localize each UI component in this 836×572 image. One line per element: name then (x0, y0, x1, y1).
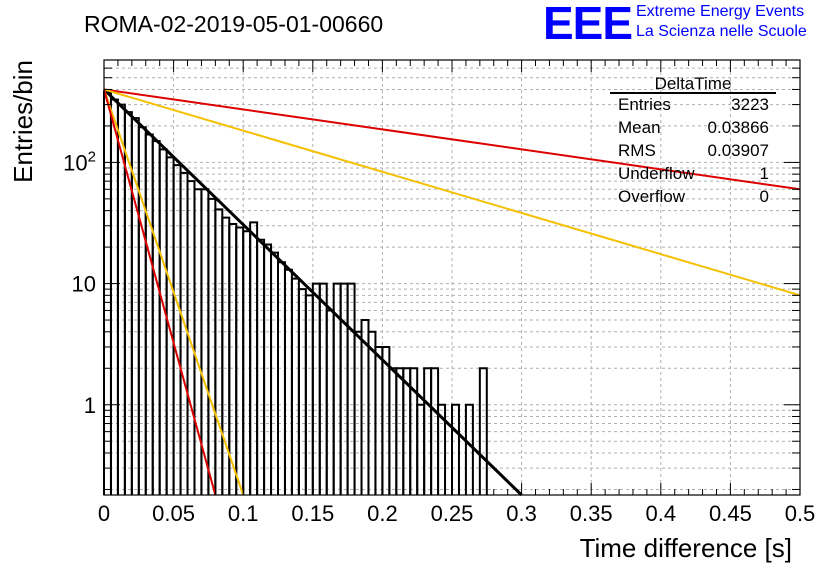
histogram-bin (109, 98, 119, 495)
histogram-bin (165, 156, 175, 495)
fit-curve (102, 88, 523, 497)
run-title: ROMA-02-2019-05-01-00660 (84, 11, 383, 37)
histogram-bin (158, 148, 168, 495)
histogram-bin (451, 403, 460, 495)
y-tick-label: 1 (84, 393, 96, 418)
histogram-bin (346, 282, 356, 495)
histogram-bin (318, 282, 328, 495)
histogram-bin (367, 330, 377, 495)
stats-row-label: Overflow (618, 187, 686, 206)
histogram-bin (416, 403, 426, 495)
stats-title: DeltaTime (655, 74, 732, 93)
stats-row-label: Underflow (618, 164, 695, 183)
histogram-bin (311, 282, 321, 495)
stats-row-label: RMS (618, 141, 656, 160)
stats-box: DeltaTime Entries 3223 Mean 0.03866 RMS 0.039… (610, 74, 776, 206)
histogram-bin (353, 330, 363, 495)
x-tick-label: 0.35 (570, 501, 613, 526)
x-tick-label: 0.4 (646, 501, 677, 526)
stats-row-value: 0.03907 (708, 141, 769, 160)
stats-row-value: 1 (760, 164, 769, 183)
stats-row-value: 0.03866 (708, 118, 769, 137)
stats-rows: Entries 3223 Mean 0.03866 RMS 0.03907 Underflo… (618, 95, 769, 206)
histogram-bin (179, 171, 189, 495)
histogram-bin (464, 403, 474, 495)
outer_band-curve (103, 89, 217, 496)
histogram-bin (172, 164, 182, 495)
axes: 0 0.05 0.1 0.15 0.2 0.25 0.3 0.35 0.4 0.45 0.51101… (63, 60, 815, 526)
histogram-bin (339, 282, 349, 495)
stats-row-label: Mean (618, 118, 661, 137)
stats-row-label: Entries (618, 95, 671, 114)
x-tick-label: 0.45 (709, 501, 752, 526)
histogram-bin (228, 223, 238, 495)
histogram-bin (437, 403, 447, 495)
outer_band-curve (103, 88, 801, 191)
histogram-bin (478, 367, 488, 495)
y-tick-label: 10 (72, 272, 96, 297)
y-axis-label: Entries/bin (8, 60, 38, 183)
x-tick-label: 0.05 (152, 501, 195, 526)
histogram-bin (235, 226, 245, 495)
histogram-bin (214, 208, 224, 495)
y-tick-exponent: 2 (88, 148, 96, 165)
inner_band-curve (103, 89, 245, 496)
eee-logo: EEE (543, 0, 633, 49)
x-tick-label: 0.1 (228, 501, 259, 526)
histogram-bin (137, 126, 147, 495)
histogram-bin (249, 221, 259, 495)
x-axis-label: Time difference [s] (580, 533, 792, 563)
stats-row-value: 0 (760, 187, 769, 206)
x-tick-label: 0.25 (431, 501, 474, 526)
y-tick-label: 102 (63, 148, 96, 175)
histogram-bin (263, 243, 273, 495)
inner_band-curve (103, 88, 801, 297)
x-tick-label: 0 (98, 501, 110, 526)
stats-row-value: 3223 (731, 95, 769, 114)
histogram-bin (374, 345, 384, 495)
histogram-bin (325, 309, 335, 495)
eee-logo-block: EEE Extreme Energy Events La Scienza nel… (540, 0, 836, 49)
x-tick-label: 0.5 (785, 501, 816, 526)
histogram-bin (283, 268, 293, 495)
x-tick-label: 0.2 (367, 501, 398, 526)
histogram-bin (256, 238, 266, 495)
histogram-bin (151, 140, 161, 495)
histogram-bin (103, 91, 112, 495)
histogram-bin (242, 230, 252, 495)
eee-subtitle-1: Extreme Energy Events (636, 3, 805, 20)
histogram-bin (277, 261, 286, 495)
x-tick-label: 0.3 (506, 501, 537, 526)
x-tick-label: 0.15 (291, 501, 334, 526)
eee-subtitle-2: La Scienza nelle Scuole (636, 23, 807, 40)
histogram-bin (304, 294, 314, 495)
histogram-bin (381, 345, 391, 495)
histogram-bin (290, 277, 300, 495)
histogram-bin (193, 188, 203, 495)
